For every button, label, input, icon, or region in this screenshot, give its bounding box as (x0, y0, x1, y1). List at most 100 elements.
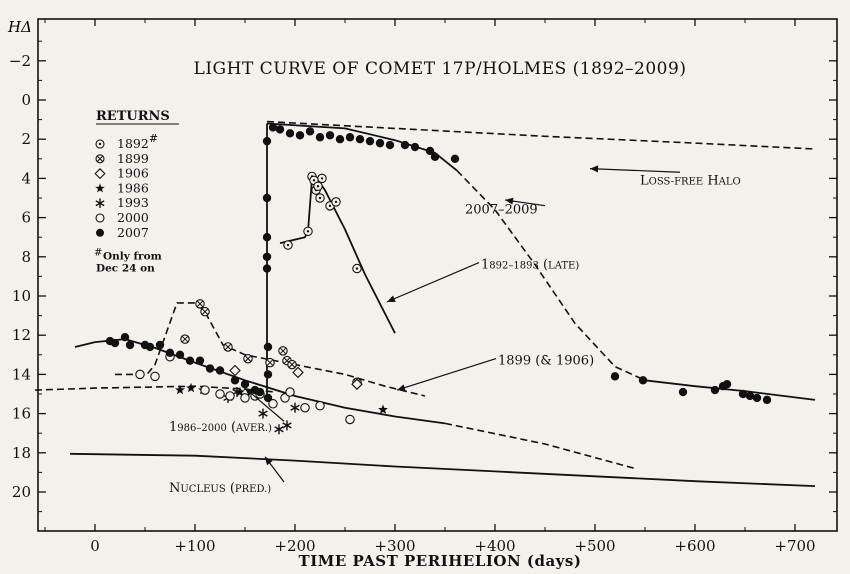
point-2000-9 (268, 399, 278, 409)
point-2000-5 (225, 391, 235, 401)
y-tick-label: 6 (21, 209, 31, 227)
point-1899-6 (278, 346, 288, 356)
legend-marker-2007 (96, 228, 104, 237)
point-2007-11 (205, 364, 215, 373)
curve-0 (266, 120, 816, 150)
point-2007-26 (275, 125, 285, 134)
point-2000-10 (280, 393, 290, 403)
annotation-arrowhead-1 (505, 197, 514, 205)
annotation-label-4: 1986–2000 (AVER.) (169, 420, 272, 435)
annotation-arrowhead-4 (245, 388, 254, 396)
point-2000-11 (285, 387, 295, 397)
point-2007-10 (195, 356, 205, 365)
curve-annotations: LOSS-FREE HALO 2007–2009 1892–1893 (LATE) 1… (169, 165, 741, 496)
point-2007-30 (315, 133, 325, 142)
legend-footnote-line-0: Only from (103, 251, 162, 263)
legend-marker-1899 (95, 154, 105, 164)
point-1899-3 (223, 342, 233, 352)
annotation-arrowhead-5 (265, 456, 273, 466)
point-2000-1 (150, 371, 160, 382)
annotation-arrowhead-2 (387, 295, 396, 302)
point-2007-5 (145, 342, 155, 352)
point-1899-4 (243, 353, 253, 364)
curve-8 (444, 422, 636, 470)
point-2007-33 (345, 133, 355, 142)
annotation-label-1: 2007–2009 (465, 203, 538, 218)
annotation-arrow-3 (396, 358, 497, 391)
point-1892-9 (331, 197, 341, 207)
plot-frame (37, 18, 838, 532)
point-2007-14 (240, 380, 250, 389)
y-tick-label: 8 (21, 248, 31, 266)
y-tick-label: 10 (12, 287, 31, 305)
x-tick-label: +300 (374, 537, 415, 555)
point-2007-8 (175, 350, 185, 359)
y-tick-label: −2 (9, 52, 31, 70)
chart-title: LIGHT CURVE OF COMET 17P/HOLMES (1892–20… (194, 59, 687, 79)
point-2007-16 (255, 387, 265, 397)
point-2000-6 (240, 393, 250, 403)
legend-label-1892: 1892# (117, 132, 158, 151)
point-1892-6 (315, 193, 325, 203)
annotation-label-0: LOSS-FREE HALO (640, 173, 741, 188)
point-1986-1 (186, 382, 196, 393)
x-tick-label: +700 (774, 537, 815, 555)
curve-1 (266, 122, 458, 172)
point-1906-0 (229, 364, 241, 377)
curve-2 (456, 170, 646, 382)
data-points (105, 123, 772, 435)
point-2007-39 (410, 142, 420, 152)
point-2007-43 (610, 372, 620, 381)
x-tick-label: +600 (674, 537, 715, 555)
point-2007-38 (400, 140, 410, 150)
point-2007-29 (305, 127, 315, 136)
annotation-arrow-0 (589, 168, 681, 173)
point-1899-1 (195, 299, 205, 309)
y-tick-label: 16 (12, 405, 31, 423)
point-1892-1 (303, 226, 313, 237)
point-2007-27 (285, 129, 295, 138)
legend-footnote-mark: # (94, 248, 102, 259)
legend-marker-1892 (95, 139, 105, 149)
point-2007-50 (745, 391, 755, 401)
point-2007-18 (262, 193, 272, 203)
annotation-label-2: 1892–1893 (LATE) (481, 258, 579, 273)
point-2007-12 (215, 366, 225, 375)
curve-6 (115, 302, 426, 397)
point-2007-49 (738, 389, 748, 399)
y-tick-label: 4 (21, 169, 31, 187)
point-2007-48 (722, 380, 732, 389)
point-1899-8 (287, 359, 297, 370)
point-2007-6 (155, 340, 165, 350)
annotation-arrow-4 (244, 387, 285, 422)
y-tick-label: 20 (12, 483, 31, 501)
legend-footnote-line-1: Dec 24 on (96, 263, 155, 275)
point-2007-20 (262, 252, 272, 261)
point-1899-0 (180, 334, 190, 344)
legend-title: RETURNS (96, 109, 170, 124)
point-2007-51 (752, 393, 762, 403)
x-tick-label: +100 (174, 537, 215, 555)
curve-10 (69, 452, 816, 487)
annotation-label-3: 1899 (& 1906) (498, 354, 594, 369)
point-1906-2 (351, 378, 363, 390)
point-2007-31 (325, 131, 335, 140)
point-2007-24 (263, 393, 273, 403)
y-tick-label: 12 (12, 326, 31, 344)
point-1993-5 (290, 402, 300, 413)
point-2007-7 (165, 348, 175, 358)
point-1993-4 (282, 420, 292, 431)
point-2007-37 (385, 140, 395, 150)
point-1899-2 (200, 306, 210, 317)
point-2007-13 (230, 376, 240, 385)
y-tick-label: 18 (12, 444, 31, 462)
point-1892-5 (313, 181, 323, 191)
point-1986-4 (378, 404, 388, 414)
y-tick-label: 14 (12, 365, 31, 383)
legend-marker-1993 (95, 198, 105, 208)
annotation-label-5: NUCLEUS (PRED.) (169, 481, 271, 496)
legend-marker-2000 (95, 213, 105, 223)
point-2007-35 (365, 136, 375, 146)
